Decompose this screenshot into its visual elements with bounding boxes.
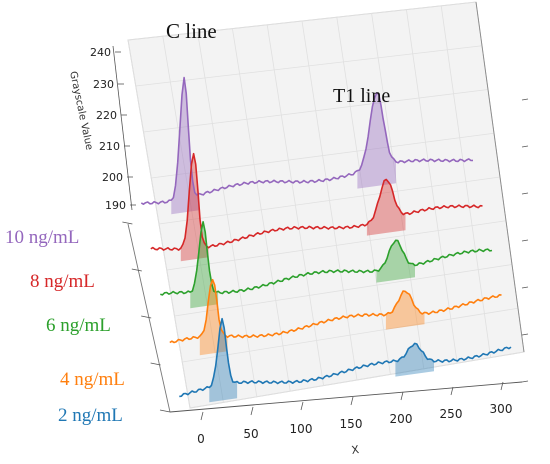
c-line-annotation: C line [166,19,217,43]
x-axis-line [169,381,523,413]
legend-label: 4 ng/mL [60,369,125,390]
right-tick [521,333,529,336]
series-lines [140,76,512,398]
right-tick [521,98,529,101]
t1-peak-fill [357,92,396,189]
depth-tick [150,362,161,366]
x-tick [350,396,354,406]
c-peak-fill [199,279,228,356]
x-tick [300,401,304,411]
x-tick [400,391,404,401]
depth-tick [131,268,142,272]
t1-peak-fill [385,290,425,330]
right-tick [521,239,529,242]
series-line [179,317,512,398]
z-axis-label: Grayscale Value [67,70,94,151]
x-axis-label: X [351,443,361,457]
legend-label: 8 ng/mL [30,271,95,292]
grid-line-h [182,307,519,363]
x-tick-label: 50 [243,427,258,441]
c-peak-fill [209,318,238,403]
x-tick-label: 200 [390,412,413,426]
depth-tick [141,315,152,319]
legend-label: 2 ng/mL [58,405,123,426]
x-tick-label: 0 [197,432,205,446]
z-tick-label: 240 [90,46,111,59]
series-line [140,76,474,205]
legend-label: 10 ng/mL [5,227,79,248]
grid-line-h [158,176,501,225]
legend: 10 ng/mL 8 ng/mL 6 ng/mL 4 ng/mL 2 ng/mL [5,227,125,426]
right-tick [521,286,529,289]
z-tick-label: 200 [102,171,123,184]
grid-line-h [189,351,525,409]
x-tick-label: 150 [340,417,363,431]
z-tick-label: 220 [96,109,117,122]
grid-line-h [135,45,483,87]
x-tick [450,386,454,396]
x-tick [500,381,504,391]
x-tick-label: 100 [290,422,313,436]
x-tick-label: 300 [490,402,513,416]
x-tick [200,411,204,421]
right-depth-edge [475,1,525,353]
depth-tick [122,221,133,225]
grid-line-h [127,1,477,41]
z-axis-line [112,45,133,211]
depth-axis-line [127,223,171,413]
z-axis: 190 200 210 220 230 240 [90,45,136,212]
z-tick-label: 190 [105,199,126,212]
x-axis: 0 50 100 150 200 250 300 [122,1,529,446]
grid-line-h [143,89,489,133]
z-tick-label: 230 [93,78,114,91]
z-tick-label: 210 [99,140,120,153]
x-tick [250,406,254,416]
right-tick [521,145,529,148]
x-tick-label: 250 [440,407,463,421]
depth-tick [159,409,171,413]
grid-line-h [166,220,507,271]
legend-label: 6 ng/mL [46,315,111,336]
grid-line-h [151,132,495,179]
right-tick [521,192,529,195]
grid-line-h [174,264,513,317]
t1-line-annotation: T1 line [333,85,390,107]
t1-peak-fill [395,343,434,377]
right-tick [521,380,529,383]
t1-peak-fill [376,239,415,283]
t1-peak-fill [366,179,406,236]
